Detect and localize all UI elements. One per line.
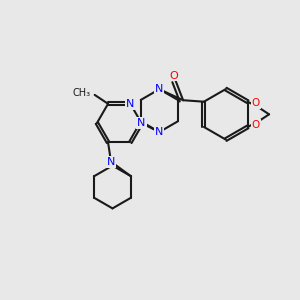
Text: N: N <box>107 157 115 167</box>
Text: O: O <box>252 98 260 109</box>
Text: N: N <box>155 127 164 137</box>
Text: N: N <box>126 99 134 109</box>
Text: N: N <box>155 84 164 94</box>
Text: O: O <box>170 70 178 80</box>
Text: CH₃: CH₃ <box>73 88 91 98</box>
Text: O: O <box>252 120 260 130</box>
Text: N: N <box>137 118 146 128</box>
